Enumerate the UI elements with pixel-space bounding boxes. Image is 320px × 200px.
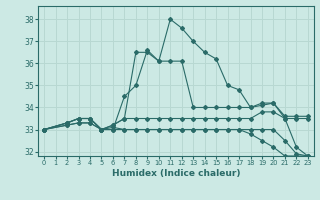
X-axis label: Humidex (Indice chaleur): Humidex (Indice chaleur) xyxy=(112,169,240,178)
